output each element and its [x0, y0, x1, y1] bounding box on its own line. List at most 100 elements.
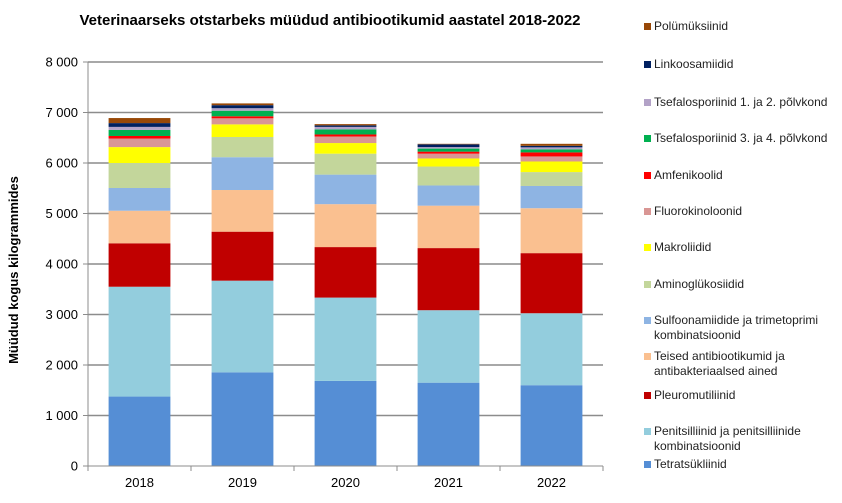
bar-segment [314, 129, 377, 135]
x-tick-label: 2020 [331, 475, 360, 490]
legend-item: Penitsilliinid ja penitsilliinide kombin… [644, 424, 834, 454]
chart-plot-area: 0 1 000 2 000 3 000 4 000 5 000 6 000 7 000 8 00… [45, 55, 604, 490]
legend-swatch-icon [644, 317, 651, 324]
y-tick-labels: 0 1 000 2 000 3 000 4 000 5 000 6 000 7 000 8 00… [45, 55, 78, 474]
legend-swatch-icon [644, 461, 651, 468]
bar-stack-2020 [314, 124, 377, 466]
bar-segment [108, 126, 171, 130]
bar-segment [211, 116, 274, 119]
y-tick-label: 1 000 [45, 408, 78, 423]
bar-segment [520, 313, 583, 386]
bar-segment [108, 243, 171, 287]
bar-segment [314, 124, 377, 126]
legend-item: Tsefalosporiinid 1. ja 2. põlvkond [644, 95, 834, 110]
bar-segment [108, 187, 171, 211]
legend-item: Teised antibiootikumid ja antibakteriaal… [644, 349, 834, 379]
legend-swatch-icon [644, 428, 651, 435]
y-tick-label: 8 000 [45, 55, 78, 70]
legend-swatch-icon [644, 135, 651, 142]
bar-segment [417, 205, 480, 249]
legend-label: Makroliidid [654, 240, 712, 254]
bar-segment [314, 126, 377, 130]
bar-segment [417, 147, 480, 149]
bar-segment [417, 158, 480, 167]
bar-segment [417, 153, 480, 159]
legend-label: Linkoosamiidid [654, 57, 734, 71]
legend-swatch-icon [644, 61, 651, 68]
legend-item: Aminoglükosiidid [644, 277, 834, 292]
bar-segment [314, 297, 377, 381]
bar-segment [108, 135, 171, 139]
bar-stack-2022 [520, 143, 583, 466]
bar-segment [417, 382, 480, 466]
legend-item: Amfenikoolid [644, 168, 834, 183]
bar-segment [211, 110, 274, 117]
x-tick-label: 2018 [125, 475, 154, 490]
bar-segment [108, 286, 171, 397]
y-tick-label: 6 000 [45, 156, 78, 171]
bar-segment [417, 148, 480, 152]
bar-segment [108, 118, 171, 124]
bars [108, 103, 583, 466]
bar-segment [520, 161, 583, 173]
legend-item: Pleuromutiliinid [644, 388, 834, 403]
x-tick-labels: 2018 2019 2020 2021 2022 [125, 475, 566, 490]
y-tick-label: 7 000 [45, 105, 78, 120]
bar-segment [108, 163, 171, 188]
bar-segment [520, 149, 583, 153]
bar-segment [520, 145, 583, 148]
bar-segment [314, 136, 377, 144]
legend-item: Linkoosamiidid [644, 57, 834, 72]
bar-segment [417, 248, 480, 311]
bar-segment [211, 372, 274, 466]
bar-stack-2019 [211, 103, 274, 466]
bar-segment [211, 108, 274, 111]
bar-segment [108, 147, 171, 163]
bar-segment [108, 396, 171, 466]
bar-segment [520, 172, 583, 186]
legend-label: Tsefalosporiinid 1. ja 2. põlvkond [654, 95, 828, 109]
axes [83, 61, 604, 471]
bar-segment [108, 123, 171, 127]
legend-label: Fluorokinoloonid [654, 204, 743, 218]
y-tick-label: 3 000 [45, 307, 78, 322]
bar-segment [314, 143, 377, 154]
bar-segment [211, 103, 274, 106]
bar-segment [417, 310, 480, 383]
bar-segment [314, 247, 377, 298]
legend-label: Pleuromutiliinid [654, 388, 736, 402]
bar-segment [520, 147, 583, 150]
bar-segment [211, 124, 274, 137]
bar-segment [520, 143, 583, 146]
bar-segment [314, 125, 377, 127]
bar-segment [314, 153, 377, 175]
bar-segment [314, 204, 377, 248]
legend-swatch-icon [644, 244, 651, 251]
x-tick-label: 2022 [537, 475, 566, 490]
chart-title: Veterinaarseks otstarbeks müüdud antibio… [79, 12, 581, 29]
legend-swatch-icon [644, 392, 651, 399]
bar-segment [417, 166, 480, 186]
x-tick-label: 2019 [228, 475, 257, 490]
bar-segment [520, 385, 583, 466]
bar-segment [211, 231, 274, 281]
bar-segment [211, 136, 274, 158]
bar-segment [417, 185, 480, 206]
x-tick-label: 2021 [434, 475, 463, 490]
legend-swatch-icon [644, 23, 651, 30]
bar-segment [417, 143, 480, 145]
bar-segment [520, 156, 583, 162]
bar-segment [314, 174, 377, 205]
legend-swatch-icon [644, 353, 651, 360]
legend-swatch-icon [644, 281, 651, 288]
bar-segment [417, 144, 480, 148]
legend-item: Fluorokinoloonid [644, 204, 834, 219]
bar-segment [211, 118, 274, 125]
bar-stack-2018 [108, 118, 171, 466]
bar-segment [520, 185, 583, 209]
bar-segment [314, 380, 377, 466]
legend-label: Sulfoonamiidide ja trimetoprimi kombinat… [654, 313, 819, 342]
bar-segment [108, 129, 171, 136]
bar-stack-2021 [417, 143, 480, 466]
bar-segment [108, 210, 171, 244]
